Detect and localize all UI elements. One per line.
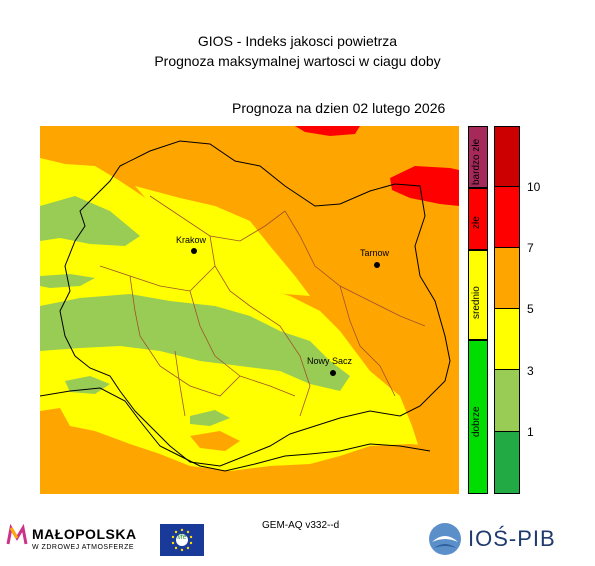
city-label-tarnow: Tarnow xyxy=(360,248,390,258)
map-title: GIOS - Indeks jakosci powietrza xyxy=(197,33,398,49)
malopolska-logo: MAŁOPOLSKA W ZDROWEJ ATMOSFERZE xyxy=(6,522,156,562)
zone-green-south xyxy=(190,410,230,426)
zone-yellow-krakow xyxy=(135,186,310,296)
category-bardzo-zle: bardzo złe xyxy=(468,126,488,188)
ios-pib-name: IOŚ-PIB xyxy=(468,526,556,551)
scale-band-3 xyxy=(494,248,520,309)
scale-tick-10: 10 xyxy=(527,180,541,194)
category-label-srednio: srednio xyxy=(471,286,482,319)
city-label-nowy-sacz: Nowy Sacz xyxy=(307,356,353,366)
zone-orange-south xyxy=(40,408,459,494)
zone-red-ne xyxy=(390,166,459,206)
malopolska-tagline: W ZDROWEJ ATMOSFERZE xyxy=(32,544,135,551)
scale-band-1 xyxy=(494,126,520,187)
category-legend: bardzo złe złe srednio dobrze xyxy=(468,126,488,494)
malopolska-m-icon xyxy=(6,524,28,545)
scale-tick-5: 5 xyxy=(527,302,534,316)
eu-stars-icon xyxy=(171,528,193,552)
ios-swirl-icon xyxy=(429,523,461,555)
country-border xyxy=(40,387,431,472)
map-subtitle: Prognoza maksymalnej wartosci w ciagu do… xyxy=(154,53,441,69)
category-srednio: srednio xyxy=(468,250,488,340)
eu-life-text: life xyxy=(177,534,187,541)
zone-red-top xyxy=(295,126,360,136)
air-quality-map xyxy=(40,126,459,494)
scale-tick-1: 1 xyxy=(527,425,534,439)
city-marker-tarnow xyxy=(374,262,380,268)
scale-tick-7: 7 xyxy=(527,241,534,255)
county-borders xyxy=(99,195,426,417)
ios-pib-logo: IOŚ-PIB xyxy=(428,520,588,558)
city-marker-krakow xyxy=(191,248,197,254)
scale-band-2 xyxy=(494,187,520,248)
forecast-date: Prognoza na dzien 02 lutego 2026 xyxy=(232,100,446,116)
zone-green-middle xyxy=(40,294,350,391)
scale-tick-3: 3 xyxy=(527,364,534,378)
malopolska-name: MAŁOPOLSKA xyxy=(32,526,137,542)
zone-orange-spot xyxy=(190,431,240,451)
model-version: GEM-AQ v332--d xyxy=(262,520,340,531)
category-label-bardzo-zle: bardzo złe xyxy=(471,138,482,185)
scale-band-4 xyxy=(494,309,520,370)
zone-green-small-2 xyxy=(65,376,110,394)
category-dobrze: dobrze xyxy=(468,340,488,494)
zone-orange-north xyxy=(40,126,459,494)
category-label-zle: złe xyxy=(471,216,482,229)
category-label-dobrze: dobrze xyxy=(471,406,482,437)
eu-life-logo: life xyxy=(160,524,204,556)
zone-green-west xyxy=(40,196,140,246)
color-scale xyxy=(494,126,520,494)
city-label-krakow: Krakow xyxy=(176,235,207,245)
zone-orange-east xyxy=(385,326,440,394)
category-zle: złe xyxy=(468,188,488,250)
scale-band-5 xyxy=(494,370,520,432)
region-border xyxy=(59,140,451,467)
scale-band-6 xyxy=(494,432,520,494)
city-marker-nowy-sacz xyxy=(330,370,336,376)
